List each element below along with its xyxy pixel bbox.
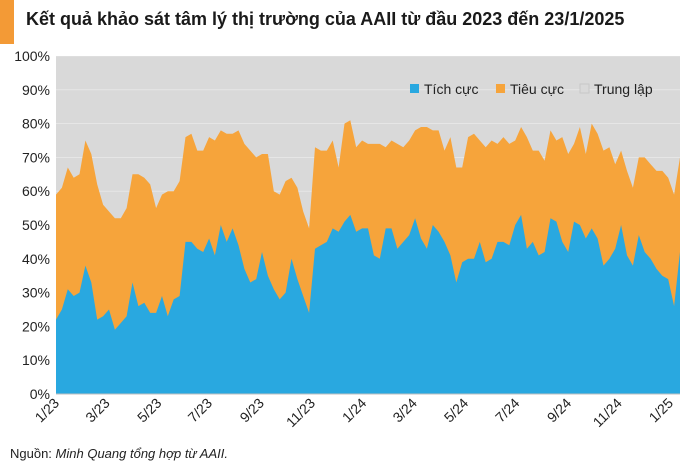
y-tick-label: 20% <box>22 318 50 334</box>
plot-area <box>56 55 680 395</box>
source-note: Nguồn: Minh Quang tổng hợp từ AAII. <box>10 446 228 461</box>
legend-swatch <box>410 84 419 93</box>
legend-swatch <box>496 84 505 93</box>
y-tick-label: 50% <box>22 217 50 233</box>
x-tick-label: 7/23 <box>185 395 216 426</box>
x-axis: 1/23 3/23 5/23 7/23 9/23 11/23 1/24 3/24 5/24 7/2… <box>32 393 680 431</box>
chart-title: Kết quả khảo sát tâm lý thị trường của A… <box>26 9 625 29</box>
y-tick-label: 100% <box>14 48 50 64</box>
x-tick-label: 11/24 <box>590 395 626 431</box>
legend-label: Tích cực <box>424 81 479 97</box>
y-tick-label: 70% <box>22 149 50 165</box>
y-tick-label: 30% <box>22 285 50 301</box>
x-tick-label: 3/24 <box>389 395 420 426</box>
x-tick-label: 9/23 <box>236 395 267 426</box>
y-axis: 0% 10% 20% 30% 40% 50% 60% 70% 80% 90% 100% <box>14 48 50 402</box>
y-tick-label: 90% <box>22 82 50 98</box>
series-tich-cuc-area <box>56 214 680 394</box>
x-tick-label: 11/23 <box>283 395 319 431</box>
y-tick-label: 60% <box>22 183 50 199</box>
legend: Tích cực Tiêu cực Trung lập <box>410 81 653 97</box>
x-tick-label: 3/23 <box>82 395 113 426</box>
y-tick-label: 80% <box>22 116 50 132</box>
x-tick-label: 7/24 <box>492 395 523 426</box>
y-tick-label: 10% <box>22 352 50 368</box>
title-accent-bar <box>0 0 14 44</box>
y-tick-label: 40% <box>22 251 50 267</box>
legend-label: Tiêu cực <box>510 81 564 97</box>
x-tick-label: 1/24 <box>339 395 370 426</box>
source-prefix: Nguồn: <box>10 446 56 461</box>
x-tick-label: 1/25 <box>646 395 677 426</box>
legend-swatch <box>579 83 590 94</box>
x-tick-label: 9/24 <box>544 395 575 426</box>
x-tick-label: 5/24 <box>441 395 472 426</box>
source-name: Minh Quang tổng hợp từ AAII. <box>55 446 228 461</box>
y-tick-label: 0% <box>30 386 50 402</box>
x-tick-label: 5/23 <box>134 395 165 426</box>
legend-label: Trung lập <box>594 81 653 97</box>
